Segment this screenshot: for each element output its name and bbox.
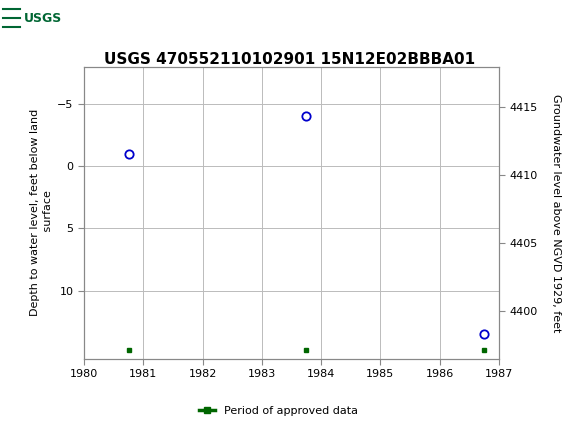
Legend: Period of approved data: Period of approved data [194, 401, 362, 420]
Y-axis label: Depth to water level, feet below land
 surface: Depth to water level, feet below land su… [30, 109, 53, 316]
Y-axis label: Groundwater level above NGVD 1929, feet: Groundwater level above NGVD 1929, feet [552, 94, 561, 332]
Text: USGS: USGS [24, 12, 62, 25]
Bar [2, 2, 54, 33]
Text: USGS 470552110102901 15N12E02BBBA01: USGS 470552110102901 15N12E02BBBA01 [104, 52, 476, 67]
